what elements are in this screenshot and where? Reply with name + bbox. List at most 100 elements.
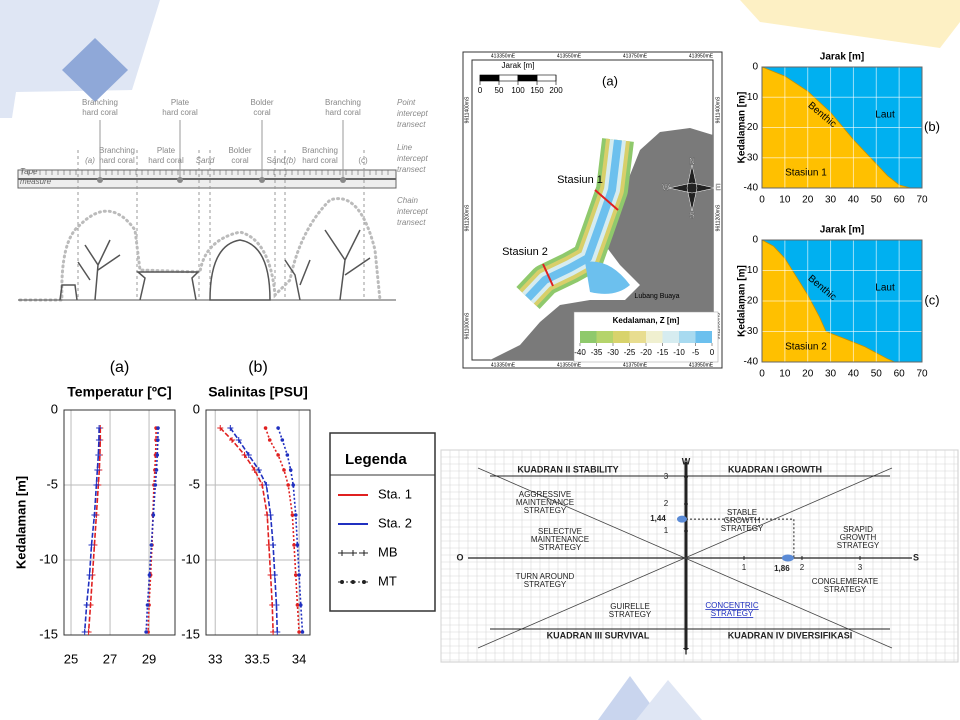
plot-frame [761, 239, 923, 363]
strategy-label: STRATEGY [837, 541, 880, 550]
colorbar-seg [646, 331, 663, 343]
x-tick-label: 60 [894, 369, 906, 380]
marker [267, 438, 272, 442]
x-tick-label: 0 [759, 369, 765, 380]
easting: 413550mE [557, 53, 582, 59]
plot-frame [761, 66, 923, 189]
x-tick-label: 50 [871, 195, 883, 206]
scale-label: 0 [478, 86, 483, 95]
strategy-label: GROWTH [840, 533, 877, 542]
marker [227, 425, 234, 431]
point-label: Plate [171, 98, 190, 107]
station-line [542, 263, 554, 287]
x-tick-label: 20 [802, 195, 814, 206]
chart-title: Jarak [m] [820, 225, 864, 236]
chart-title: Salinitas [PSU] [208, 384, 308, 400]
y-tick-label: 0 [752, 235, 758, 246]
chain-title: transect [397, 218, 426, 227]
legend-marker [351, 580, 355, 584]
line-title: transect [397, 165, 426, 174]
easting: 413750mE [623, 362, 648, 368]
easting: 413350mE [491, 362, 516, 368]
point-label: coral [253, 108, 271, 117]
strategy-label: CONCENTRIC [705, 601, 759, 610]
line-title: Line [397, 143, 413, 152]
guide [686, 518, 795, 558]
marker [83, 602, 90, 608]
marker [217, 425, 224, 431]
chain-title: intercept [397, 207, 428, 216]
marker [93, 482, 100, 488]
chain [18, 197, 382, 302]
panel-label: (c) [924, 292, 939, 307]
line-label: Branching [99, 146, 135, 155]
x-tick-label: 70 [916, 195, 928, 206]
strategy-label: STRATEGY [609, 610, 652, 619]
x-tick-label: 34 [292, 651, 306, 666]
strategy-label: AGGRESSIVE [519, 490, 571, 499]
quadrant-title: KUADRAN IV DIVERSIFIKASI [728, 630, 853, 640]
point-title: transect [397, 120, 426, 129]
colorbar-seg [695, 331, 712, 343]
marker [297, 573, 301, 577]
axis-label: W [682, 456, 691, 466]
area-label: Laut [875, 110, 895, 121]
marker [151, 513, 156, 517]
point-marker [781, 554, 794, 562]
y-tick-label: -10 [39, 551, 58, 566]
y-tick-label: 2 [664, 499, 669, 508]
marker [263, 426, 268, 430]
colorbar-seg [596, 331, 613, 343]
point-label: Branching [325, 98, 361, 107]
easting: 413750mE [623, 53, 648, 59]
axis-label: O [456, 552, 463, 562]
y-tick-label: -30 [744, 152, 759, 163]
colorbar-label: -40 [574, 348, 586, 357]
line-label: (b) [286, 156, 296, 165]
point-title: Point [397, 98, 416, 107]
profile-line [264, 427, 300, 633]
x-tick-label: 10 [779, 369, 791, 380]
x-tick-label: 27 [103, 651, 117, 666]
x-tick-label: 30 [825, 369, 837, 380]
marker [149, 543, 154, 547]
x-tick-label: 33.5 [245, 651, 270, 666]
chart-title: Temperatur [ºC] [67, 384, 171, 400]
y-tick-label: 0 [752, 62, 758, 73]
strategy-label: STRATEGY [824, 585, 867, 594]
colorbar-label: 0 [710, 348, 715, 357]
line-label: Sand [267, 156, 286, 165]
colorbar-seg [613, 331, 630, 343]
marker [96, 425, 103, 431]
marker [271, 572, 278, 578]
marker [295, 543, 300, 547]
x-tick-label: 50 [871, 369, 883, 380]
point-dot [97, 177, 103, 183]
marker [280, 438, 285, 442]
legend-box [329, 432, 436, 612]
colorbar-label: -10 [673, 348, 685, 357]
marker [86, 572, 93, 578]
marker [276, 426, 280, 430]
strategy-label: STRATEGY [524, 506, 567, 515]
deco-triangle [636, 680, 702, 720]
marker [263, 482, 270, 488]
marker [156, 438, 160, 442]
colorbar-seg [662, 331, 679, 343]
easting: 413950mE [689, 362, 714, 368]
marker [293, 573, 298, 577]
colorbar-title: Kedalaman, Z [m] [613, 316, 680, 325]
marker [91, 512, 98, 518]
strategy-label: GUIRELLE [610, 602, 650, 611]
x-tick-label: 29 [142, 651, 156, 666]
y-tick-label: 0 [193, 401, 200, 416]
legend-marker [340, 580, 344, 584]
strategy-label: STRATEGY [711, 609, 754, 618]
panel-label: (b) [248, 359, 268, 376]
x-tick-label: 40 [848, 369, 860, 380]
plot-frame [63, 409, 176, 636]
colorbar-seg [679, 331, 696, 343]
panel-label: (a) [110, 359, 130, 376]
coral [59, 229, 371, 301]
